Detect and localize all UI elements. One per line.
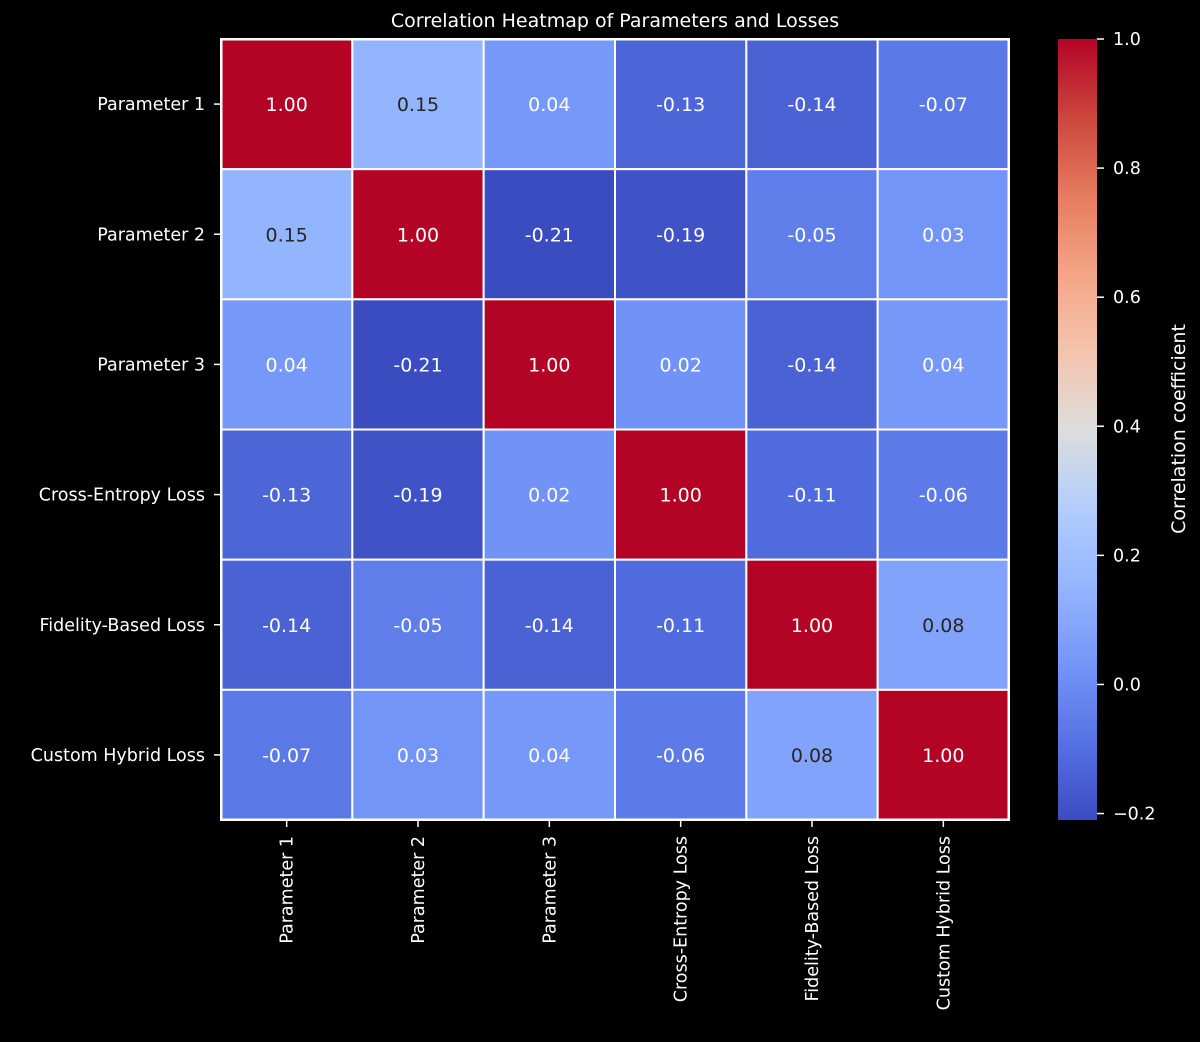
- cell-value-label-r4-c2: -0.14: [525, 615, 574, 637]
- cell-value-label-r2-c3: 0.02: [660, 354, 702, 376]
- row-tick-labels: Parameter 1 Parameter 2 Parameter 3 Cross-E…: [31, 95, 221, 766]
- heatmap-cell-r5-c5: [876, 688, 1011, 821]
- chart-title: Correlation Heatmap of Parameters and Lo…: [391, 10, 839, 32]
- heatmap-frame: [220, 38, 1010, 821]
- cell-value-label-r4-c5: 0.08: [922, 615, 964, 637]
- cell-value-label-r3-c5: -0.06: [919, 485, 968, 507]
- cell-value-label-r5-c5: 1.00: [922, 745, 964, 767]
- cell-value-label-r0-c3: -0.13: [656, 94, 705, 116]
- cell-value-label-r4-c1: -0.05: [393, 615, 442, 637]
- cell-value-label-r0-c1: 0.15: [397, 94, 439, 116]
- colorbar-tick-label: 0.6: [1113, 288, 1141, 308]
- heatmap-cell-r4-c2: [482, 558, 616, 691]
- cell-value-label-r5-c2: 0.04: [528, 745, 570, 767]
- column-tick-labels: Parameter 1 Parameter 2 Parameter 3 Cross-E…: [278, 820, 954, 1010]
- colorbar-tick-label: 0.4: [1113, 417, 1141, 437]
- heatmap-cell-r3-c3: [614, 428, 748, 561]
- colorbar: [1058, 39, 1097, 820]
- column-tick-label: Parameter 3: [540, 836, 560, 944]
- cell-value-label-r0-c2: 0.04: [528, 94, 570, 116]
- cell-value-label-r3-c1: -0.19: [393, 485, 442, 507]
- colorbar-tick-label: 0.0: [1113, 675, 1141, 695]
- colorbar-tick-label: 1.0: [1113, 30, 1141, 50]
- cell-value-label-r1-c5: 0.03: [922, 224, 964, 246]
- heatmap-cell-r0-c0: [220, 38, 354, 171]
- column-tick-label: Custom Hybrid Loss: [934, 836, 954, 1010]
- cell-value-label-r5-c4: 0.08: [791, 745, 833, 767]
- row-tick-label: Fidelity-Based Loss: [39, 616, 205, 636]
- cell-value-label-r3-c2: 0.02: [528, 485, 570, 507]
- heatmap-cell-r2-c3: [614, 298, 748, 431]
- cell-value-label-r0-c5: -0.07: [919, 94, 968, 116]
- cell-value-label-r2-c1: -0.21: [393, 354, 442, 376]
- row-tick-label: Parameter 1: [97, 95, 205, 115]
- heatmap-cell-r1-c5: [876, 168, 1011, 301]
- heatmap-cell-r2-c5: [876, 298, 1011, 431]
- heatmap-cell-r2-c4: [745, 298, 879, 431]
- cell-value-label-r1-c3: -0.19: [656, 224, 705, 246]
- cell-value-label-r0-c0: 1.00: [266, 94, 308, 116]
- column-tick-label: Parameter 1: [278, 836, 298, 944]
- heatmap-cell-r3-c1: [351, 428, 485, 561]
- cell-value-label-r2-c2: 1.00: [528, 354, 570, 376]
- heatmap-cell-r3-c0: [220, 428, 354, 561]
- heatmap-cell-r0-c1: [351, 38, 485, 171]
- cell-value-label-r3-c0: -0.13: [262, 485, 311, 507]
- cell-value-label-r1-c2: -0.21: [525, 224, 574, 246]
- heatmap-cell-r5-c0: [220, 688, 354, 821]
- row-tick-label: Custom Hybrid Loss: [31, 746, 205, 766]
- colorbar-ticks: −0.2 0.0 0.2 0.4 0.6 0.8 1.0: [1097, 30, 1156, 825]
- column-tick-label: Parameter 2: [409, 836, 429, 944]
- cell-value-label-r1-c4: -0.05: [787, 224, 836, 246]
- cell-value-label-r5-c3: -0.06: [656, 745, 705, 767]
- column-tick-label: Cross-Entropy Loss: [672, 836, 692, 1002]
- cell-value-label-r4-c4: 1.00: [791, 615, 833, 637]
- colorbar-tick-label: 0.8: [1113, 159, 1141, 179]
- cell-value-label-r3-c3: 1.00: [660, 485, 702, 507]
- row-tick-label: Cross-Entropy Loss: [39, 486, 205, 506]
- colorbar-tick-label: −0.2: [1113, 805, 1156, 825]
- cell-value-label-r1-c0: 0.15: [266, 224, 308, 246]
- heatmap-cells: [220, 38, 1011, 821]
- cell-value-label-r5-c1: 0.03: [397, 745, 439, 767]
- heatmap-cell-r2-c1: [351, 298, 485, 431]
- heatmap-cell-r4-c3: [614, 558, 748, 691]
- colorbar-label: Correlation coefficient: [1168, 324, 1190, 534]
- row-tick-label: Parameter 3: [97, 355, 205, 375]
- cell-value-label-r1-c1: 1.00: [397, 224, 439, 246]
- heatmap-cell-r1-c1: [351, 168, 485, 301]
- cell-value-label-r2-c0: 0.04: [266, 354, 308, 376]
- heatmap-cell-r3-c4: [745, 428, 879, 561]
- cell-value-label-r4-c0: -0.14: [262, 615, 311, 637]
- heatmap-cell-r4-c0: [220, 558, 354, 691]
- heatmap-cell-r4-c4: [745, 558, 879, 691]
- heatmap-cell-r1-c3: [614, 168, 748, 301]
- cell-value-label-r5-c0: -0.07: [262, 745, 311, 767]
- heatmap-cell-labels: 1.00 0.15 0.04 -0.13 -0.14 -0.07 0.15 1.00 -0.21…: [262, 94, 968, 767]
- cell-value-label-r0-c4: -0.14: [787, 94, 836, 116]
- heatmap-cell-r0-c5: [876, 38, 1011, 171]
- heatmap-cell-r3-c2: [482, 428, 616, 561]
- cell-value-label-r2-c4: -0.14: [787, 354, 836, 376]
- cell-value-label-r3-c4: -0.11: [787, 485, 836, 507]
- row-tick-label: Parameter 2: [97, 225, 205, 245]
- cell-value-label-r4-c3: -0.11: [656, 615, 705, 637]
- cell-value-label-r2-c5: 0.04: [922, 354, 964, 376]
- colorbar-tick-label: 0.2: [1113, 546, 1141, 566]
- column-tick-label: Fidelity-Based Loss: [803, 836, 823, 1002]
- heatmap-cell-r0-c3: [614, 38, 748, 171]
